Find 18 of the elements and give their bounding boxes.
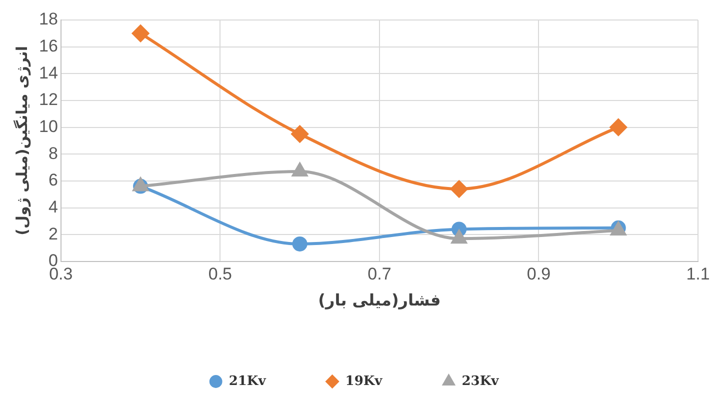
y-tick-label: 18: [38, 10, 58, 29]
y-tick-label: 6: [48, 170, 58, 190]
x-tick-label: 0.5: [208, 264, 232, 284]
y-axis-title: انرژی میانگین(میلی ژول): [12, 46, 31, 236]
y-tick-label: 4: [48, 197, 58, 216]
x-tick-label: 1.1: [686, 264, 710, 284]
y-tick-label: 14: [38, 63, 58, 82]
legend-label: 19Kv: [345, 374, 383, 389]
legend-label: 21Kv: [228, 374, 266, 389]
x-tick-label: 0.7: [368, 264, 392, 284]
y-tick-label: 12: [38, 90, 58, 110]
y-tick-label: 2: [48, 224, 58, 244]
y-tick-label: 16: [38, 36, 58, 56]
legend-label: 23Kv: [462, 374, 500, 389]
x-tick-label: 0.9: [526, 264, 551, 284]
y-tick-label: 8: [48, 144, 58, 163]
y-tick-label: 10: [38, 116, 58, 136]
x-axis-title: فشار(میلی بار): [318, 290, 441, 310]
